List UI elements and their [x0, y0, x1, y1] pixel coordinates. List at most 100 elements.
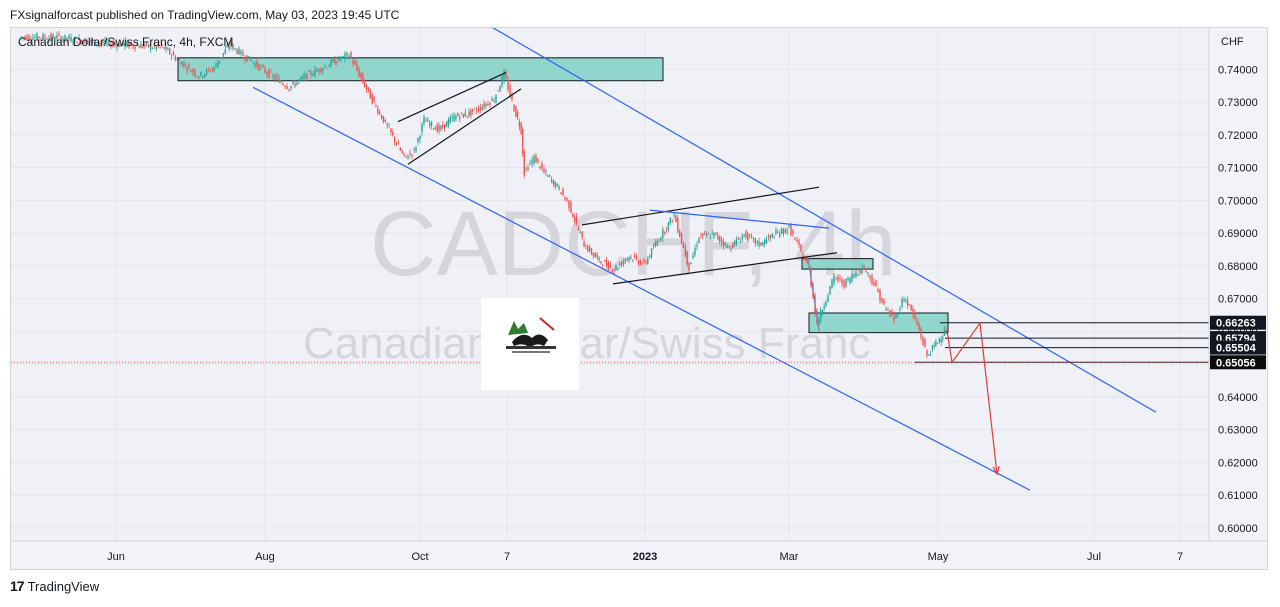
- candle-body: [600, 261, 602, 264]
- candle-body: [338, 56, 340, 61]
- y-tick-label: 0.64000: [1218, 392, 1258, 404]
- candle-body: [641, 263, 643, 265]
- candle-body: [447, 119, 450, 126]
- candle-body: [777, 232, 779, 233]
- candle-body: [675, 215, 677, 222]
- candle-body: [395, 142, 398, 145]
- candle-body: [581, 231, 583, 238]
- candle-body: [397, 143, 400, 145]
- candle-body: [922, 336, 924, 345]
- candle-body: [457, 113, 459, 117]
- candle-body: [558, 186, 560, 190]
- candle-body: [550, 179, 553, 182]
- candle-body: [613, 269, 615, 271]
- x-tick-label: Mar: [780, 551, 799, 563]
- candle-body: [800, 244, 802, 251]
- candle-body: [451, 116, 453, 118]
- candle-body: [617, 268, 619, 269]
- candle-body: [545, 171, 547, 173]
- candle-body: [883, 299, 885, 305]
- candle-body: [633, 255, 636, 258]
- candle-body: [180, 62, 182, 65]
- candle-body: [692, 255, 694, 258]
- candle-body: [845, 278, 847, 287]
- candle-body: [373, 96, 375, 102]
- price-axis[interactable]: 0.74000 0.73000 0.72000 0.71000 0.70000 0.690…: [1218, 64, 1258, 535]
- candle-body: [377, 108, 379, 114]
- x-tick-label: 7: [504, 551, 510, 563]
- candle-body: [942, 337, 944, 339]
- candle-body: [515, 105, 517, 117]
- candle-body: [906, 300, 909, 306]
- candle-body: [112, 42, 114, 45]
- candle-body: [780, 228, 783, 234]
- candle-body: [618, 264, 621, 265]
- candle-body: [352, 61, 354, 64]
- candle-body: [100, 42, 102, 44]
- candle-body: [855, 272, 857, 277]
- candle-body: [938, 338, 941, 342]
- candle-body: [134, 46, 136, 49]
- candle-body: [533, 155, 535, 164]
- candle-body: [308, 70, 310, 73]
- candle-body: [656, 241, 658, 246]
- candle-body: [690, 262, 692, 265]
- candle-body: [782, 228, 785, 234]
- candle-body: [737, 238, 740, 240]
- candle-body: [885, 308, 887, 311]
- candle-body: [857, 274, 859, 276]
- candle-body: [403, 153, 405, 155]
- candle-body: [778, 233, 781, 237]
- candle-body: [176, 59, 178, 61]
- candle-body: [552, 180, 555, 185]
- candle-body: [411, 154, 413, 156]
- tradingview-logo-icon: 17: [10, 578, 25, 594]
- candle-body: [684, 246, 687, 257]
- plot-area[interactable]: [11, 28, 1209, 541]
- candle-body: [760, 242, 762, 246]
- candle-body: [865, 271, 867, 272]
- candle-body: [274, 76, 276, 80]
- candle-body: [320, 68, 322, 72]
- candle-body: [711, 232, 713, 234]
- candle-body: [68, 35, 70, 39]
- candle-body: [839, 277, 841, 279]
- candle-body: [525, 168, 527, 170]
- candle-body: [110, 44, 112, 47]
- candle-body: [140, 44, 142, 49]
- candle-body: [170, 55, 173, 57]
- candle-body: [920, 328, 922, 338]
- candle-body: [537, 158, 539, 162]
- candle-body: [244, 57, 246, 61]
- candle-body: [363, 80, 366, 88]
- time-axis[interactable]: Jun Aug Oct 7 2023 Mar May Jul 7: [107, 551, 1183, 563]
- price-label-text: 0.65056: [1216, 357, 1256, 369]
- candle-body: [796, 239, 798, 242]
- candle-body: [182, 61, 184, 67]
- bull-logo-icon: [508, 321, 528, 335]
- candle-body: [905, 299, 907, 301]
- candle-body: [272, 75, 274, 77]
- candle-body: [215, 63, 217, 66]
- candle-body: [495, 94, 497, 103]
- candle-body: [384, 120, 387, 122]
- candle-body: [748, 235, 751, 236]
- candle-body: [264, 68, 266, 73]
- candle-body: [705, 233, 708, 236]
- candle-body: [200, 71, 202, 76]
- candle-body: [288, 89, 290, 90]
- candle-body: [449, 117, 452, 123]
- candle-body: [228, 45, 230, 50]
- candle-body: [34, 36, 36, 38]
- candle-body: [174, 56, 177, 61]
- candle-body: [891, 311, 893, 316]
- candle-body: [825, 301, 827, 307]
- candle-body: [84, 38, 86, 44]
- candle-body: [407, 156, 409, 160]
- candle-body: [78, 37, 80, 40]
- watermark-name: Canadian Dollar/Swiss Franc: [303, 319, 870, 368]
- candle-body: [564, 197, 566, 200]
- trendline: [807, 257, 820, 332]
- chart-title: Canadian Dollar/Swiss Franc, 4h, FXCM: [18, 35, 234, 49]
